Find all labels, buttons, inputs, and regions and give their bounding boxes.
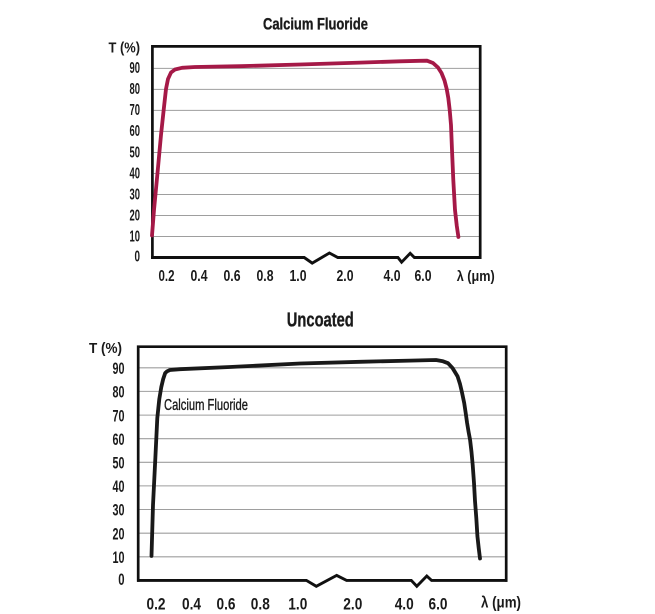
svg-text:0.6: 0.6	[224, 268, 241, 285]
svg-text:2.0: 2.0	[343, 595, 362, 614]
svg-text:0: 0	[135, 248, 141, 265]
svg-text:20: 20	[130, 207, 141, 224]
svg-text:1.0: 1.0	[290, 268, 307, 285]
svg-text:0.8: 0.8	[251, 595, 270, 614]
svg-text:90: 90	[130, 60, 141, 77]
svg-text:4.0: 4.0	[384, 268, 401, 285]
svg-text:0.2: 0.2	[147, 595, 166, 614]
svg-text:6.0: 6.0	[415, 268, 432, 285]
svg-text:50: 50	[130, 144, 141, 161]
svg-text:40: 40	[130, 165, 141, 182]
svg-text:30: 30	[113, 501, 125, 520]
svg-text:10: 10	[113, 548, 125, 567]
svg-text:0.2: 0.2	[159, 268, 175, 285]
svg-text:80: 80	[113, 383, 125, 402]
svg-text:80: 80	[130, 81, 141, 98]
svg-text:λ (μm): λ (μm)	[481, 595, 521, 612]
svg-text:70: 70	[113, 406, 125, 425]
svg-text:6.0: 6.0	[429, 595, 448, 614]
svg-text:0.4: 0.4	[191, 268, 208, 285]
svg-text:Calcium Fluoride: Calcium Fluoride	[164, 397, 248, 414]
svg-text:Uncoated: Uncoated	[287, 308, 354, 331]
svg-text:90: 90	[113, 359, 125, 378]
svg-text:60: 60	[130, 123, 141, 140]
svg-text:T (%): T (%)	[89, 340, 122, 357]
svg-text:30: 30	[130, 186, 141, 203]
svg-text:50: 50	[113, 454, 125, 473]
svg-text:0.8: 0.8	[257, 268, 274, 285]
svg-text:10: 10	[130, 228, 141, 245]
svg-text:T (%): T (%)	[109, 40, 141, 57]
svg-text:0.6: 0.6	[217, 595, 236, 614]
svg-text:20: 20	[113, 524, 125, 543]
svg-text:1.0: 1.0	[288, 595, 307, 614]
svg-text:70: 70	[130, 102, 141, 119]
svg-text:λ (μm): λ (μm)	[457, 268, 495, 285]
svg-text:40: 40	[113, 477, 125, 496]
svg-text:0: 0	[118, 570, 124, 589]
svg-text:0.4: 0.4	[182, 595, 201, 614]
svg-text:2.0: 2.0	[337, 268, 354, 285]
svg-text:4.0: 4.0	[395, 595, 414, 614]
svg-text:Calcium Fluoride: Calcium Fluoride	[263, 15, 368, 34]
svg-text:60: 60	[113, 430, 125, 449]
